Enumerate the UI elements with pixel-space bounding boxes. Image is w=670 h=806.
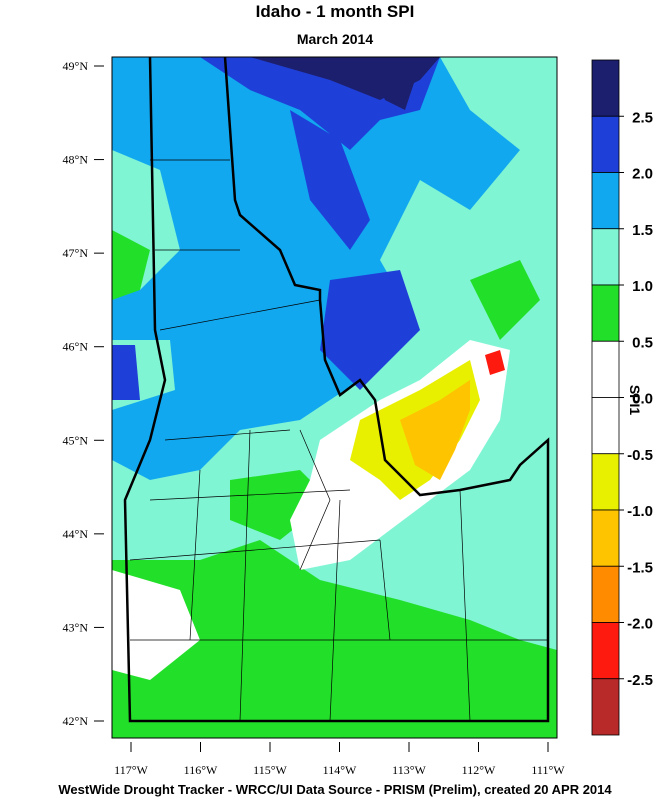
footer: WestWide Drought Tracker - WRCC/UI Data … [58, 782, 612, 797]
very-wet-area [112, 57, 440, 400]
lon-tick-label: 116°W [184, 763, 218, 777]
lon-tick-label: 111°W [531, 763, 565, 777]
colorbar-label: -2.5 [627, 672, 653, 689]
map-subtitle: March 2014 [297, 31, 373, 47]
colorbar-bin [591, 565, 620, 623]
lat-tick-label: 44°N [63, 527, 89, 541]
idaho-border [123, 56, 550, 723]
colorbar-label: -1.5 [627, 559, 653, 576]
colorbar-bin [591, 509, 620, 567]
wet-area [112, 57, 520, 480]
county-lines [129, 159, 548, 722]
lat-tick-label: 45°N [63, 433, 89, 447]
colorbar-label: 0.0 [632, 391, 653, 408]
colorbar-label: -0.5 [627, 447, 653, 464]
lat-tick-label: 49°N [63, 59, 89, 73]
colorbar-bin [591, 59, 620, 117]
lat-tick-label: 47°N [63, 246, 89, 260]
moderately-dry-area [400, 380, 470, 480]
lon-tick-label: 112°W [462, 763, 496, 777]
spi-field [112, 57, 557, 738]
plot-frame [111, 56, 558, 739]
colorbar-label: -1.0 [627, 503, 653, 520]
colorbar-title: SPI1 [627, 385, 643, 416]
mild-wet-area [112, 230, 557, 738]
colorbar-label: 0.5 [632, 334, 653, 351]
colorbar-label: 2.5 [632, 109, 653, 126]
extreme-wet-area [250, 57, 440, 110]
lat-tick-label: 46°N [63, 340, 89, 354]
colorbar-bin [591, 172, 620, 230]
lat-tick-label: 48°N [63, 153, 89, 167]
lat-tick-label: 43°N [63, 620, 89, 634]
severely-dry-area [485, 350, 505, 375]
lon-tick-label: 115°W [253, 763, 287, 777]
colorbar-label: -2.0 [627, 616, 653, 633]
map-title: Idaho - 1 month SPI [256, 2, 415, 21]
lon-tick-label: 113°W [392, 763, 426, 777]
colorbar-bin [591, 115, 620, 173]
colorbar-bin [591, 284, 620, 342]
colorbar-bin [591, 397, 620, 455]
lat-tick-label: 42°N [63, 714, 89, 728]
colorbar-label: 1.0 [632, 278, 653, 295]
colorbar-bin [591, 228, 620, 286]
colorbar-label: 2.0 [632, 166, 653, 183]
colorbar-bin [591, 678, 620, 736]
colorbar-label: 1.5 [632, 222, 653, 239]
colorbar-bin [591, 622, 620, 680]
lon-tick-label: 117°W [114, 763, 148, 777]
colorbar-bin [591, 340, 620, 398]
lon-tick-label: 114°W [323, 763, 357, 777]
colorbar-bin [591, 453, 620, 511]
